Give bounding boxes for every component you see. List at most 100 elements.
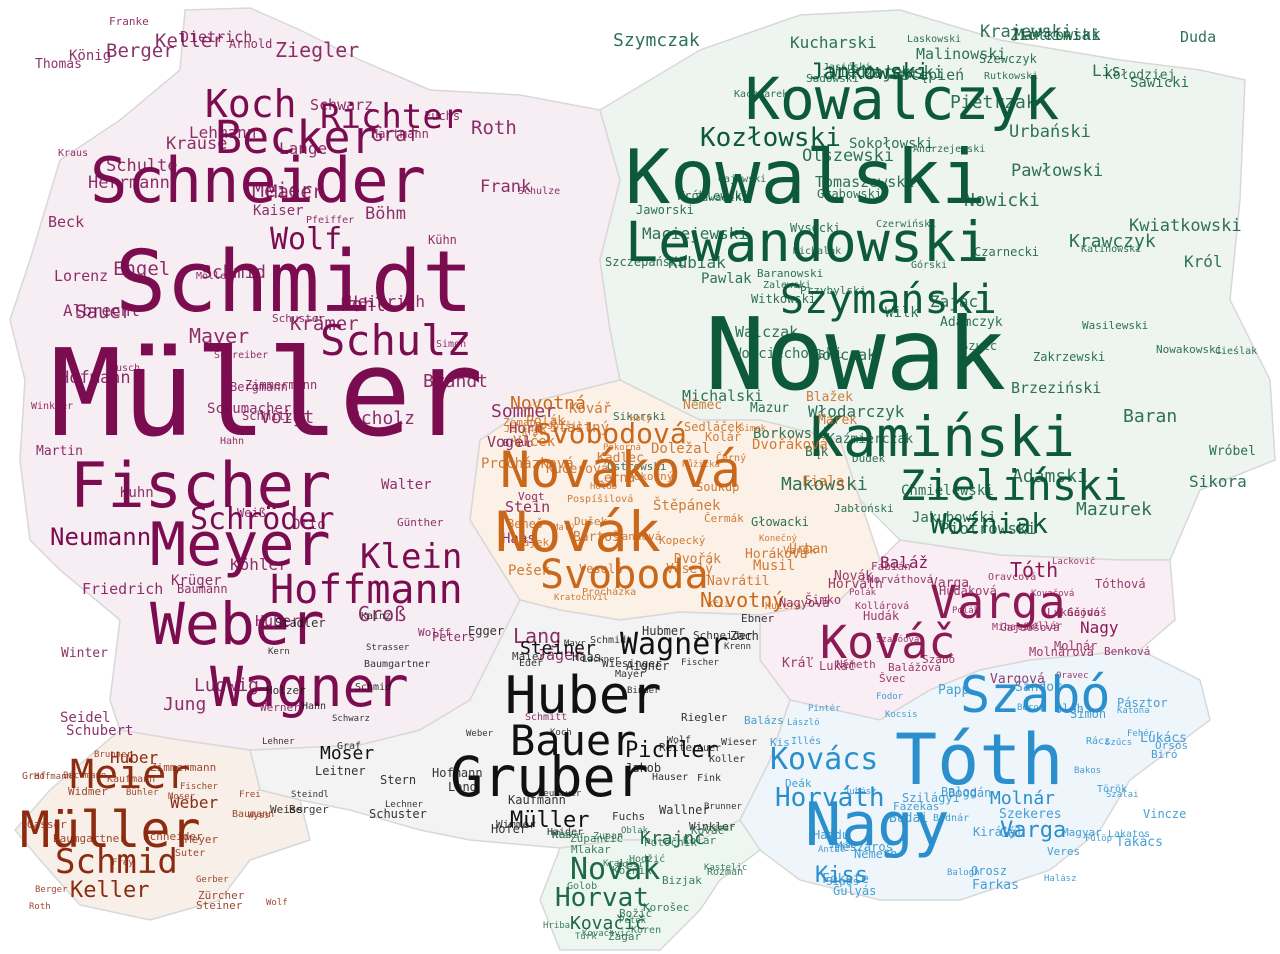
surname-word: Pawłowski [1011, 161, 1104, 181]
surname-word: Kaczmarek [734, 89, 789, 100]
surname-word: Pichler [625, 738, 718, 763]
surname-word: Kwiatkowski [1129, 216, 1242, 236]
surname-word: Balázs [744, 714, 784, 727]
surname-word: Michalski [682, 387, 764, 405]
surname-word: Sipos [826, 875, 860, 888]
surname-word: Müller [50, 325, 484, 464]
surname-word: Leitner [315, 764, 366, 778]
surname-word: Auer [697, 743, 722, 754]
surname-word: Krajewski [980, 22, 1073, 42]
surname-word: Herrmann [88, 173, 170, 193]
surname-word: Neumann [50, 523, 152, 551]
surname-word: Budai [889, 811, 929, 826]
surname-word: Horáková [745, 547, 808, 562]
surname-word: Wagner [620, 627, 729, 662]
surname-word: Rozman [707, 867, 744, 878]
surname-word: Gruber [450, 745, 649, 809]
surname-word: Kaiser [253, 203, 304, 219]
surname-word: Marek [818, 413, 858, 428]
surname-word: Jasiński [823, 62, 872, 73]
surname-word: Nagy [1080, 618, 1119, 637]
surname-word: Dietrich [180, 28, 253, 46]
surname-word: Simon [436, 339, 467, 350]
surname-word: Schmitt [525, 712, 568, 723]
surname-word: Gajdošová [1000, 621, 1060, 634]
surname-word: Bergmann [230, 380, 288, 394]
surname-word: Oravec [1056, 671, 1089, 681]
surname-word: Benková [1104, 645, 1151, 658]
surname-word: Krawczyk [1069, 231, 1156, 252]
surname-word: Tóthová [1095, 577, 1146, 591]
surname-word: Kubiak [668, 253, 726, 272]
surname-word: Kopecký [659, 534, 706, 547]
surname-word: Holzer [266, 684, 306, 697]
surname-word: Przybylski [800, 284, 867, 297]
surname-word: Švec [879, 672, 906, 685]
surname-word: Schneider [693, 629, 753, 642]
surname-word: Möller [196, 271, 233, 282]
surname-word: Kráľ [782, 656, 814, 671]
surname-word: Veselý [666, 562, 713, 577]
surname-word: Wolf [667, 735, 692, 746]
surname-word: Vincze [1143, 807, 1187, 821]
surname-word: Varga [1000, 818, 1067, 843]
surname-word: Zając [930, 292, 979, 311]
surname-word: Koch [550, 728, 572, 738]
surname-word: Borkowski [753, 426, 829, 442]
surname-word: Zach [730, 629, 759, 643]
surname-word: Golob [567, 881, 598, 892]
surname-word: Szewczyk [979, 52, 1037, 66]
surname-word: Scholz [350, 408, 416, 429]
surname-word: Krämer [290, 313, 359, 335]
surname-word: Głowacki [751, 515, 809, 529]
surname-word: Tomaszewski [815, 173, 915, 191]
surname-word: König [69, 48, 112, 64]
surname-word: Szalai [1106, 790, 1139, 800]
surname-word: Potočnik [644, 836, 697, 849]
surname-word: Šimek [739, 424, 767, 434]
surname-word: Kozłowski [700, 123, 841, 153]
surname-word: Engel [113, 258, 171, 280]
surname-word: Nowak [705, 296, 1007, 413]
surname-word: Kuhn [120, 485, 154, 501]
surname-word: Ostrowski [607, 460, 667, 473]
surname-word: Németh [854, 847, 898, 861]
surname-word: Kučera [765, 601, 802, 612]
surname-word: Kollár [1026, 621, 1063, 632]
surname-word: Maier [512, 650, 546, 663]
surname-word: Huber [255, 612, 301, 630]
surname-word: Molnár [1054, 639, 1098, 653]
surname-word: Nowakowski [1156, 343, 1223, 356]
surname-word: Hubmer [642, 624, 686, 638]
surname-word: Winkler [31, 401, 74, 412]
surname-word: Müller [510, 808, 590, 833]
surname-word: Baumann [232, 809, 275, 820]
surname-word: Wagner [210, 655, 409, 719]
surname-word: Wieser [721, 737, 758, 748]
surname-word: Schneider [143, 830, 203, 843]
surname-word: Bauer [510, 716, 637, 765]
surname-word: Szabó [922, 653, 956, 666]
surname-word: Baláž [880, 553, 929, 572]
surname-word: Balážová [888, 661, 941, 674]
surname-word: Cieślak [1215, 346, 1258, 357]
surname-word: Steiner [520, 638, 596, 659]
surname-word: Schmid [201, 262, 267, 283]
surname-word: Sawicki [1130, 75, 1190, 91]
surname-word: Hájek [516, 536, 550, 549]
surname-word: Bizjak [662, 874, 702, 887]
surname-word: Schmidt [590, 635, 633, 646]
surname-word: Kamiński [810, 405, 1075, 469]
surname-word: Walczak [735, 323, 799, 341]
surname-word: Farkas [972, 878, 1019, 893]
surname-word: Ludwig [194, 675, 260, 696]
surname-word: Werner [260, 701, 300, 714]
surname-word: Žagar [608, 930, 642, 943]
surname-word: Fischer [70, 449, 332, 522]
surname-word: Winkler [689, 820, 736, 833]
surname-word: Antal [818, 845, 846, 855]
surname-word: Neubauer [538, 789, 582, 799]
surname-word: Hudák [863, 609, 900, 623]
surname-word: Doležal [651, 441, 711, 457]
surname-word: Günther [397, 516, 444, 529]
